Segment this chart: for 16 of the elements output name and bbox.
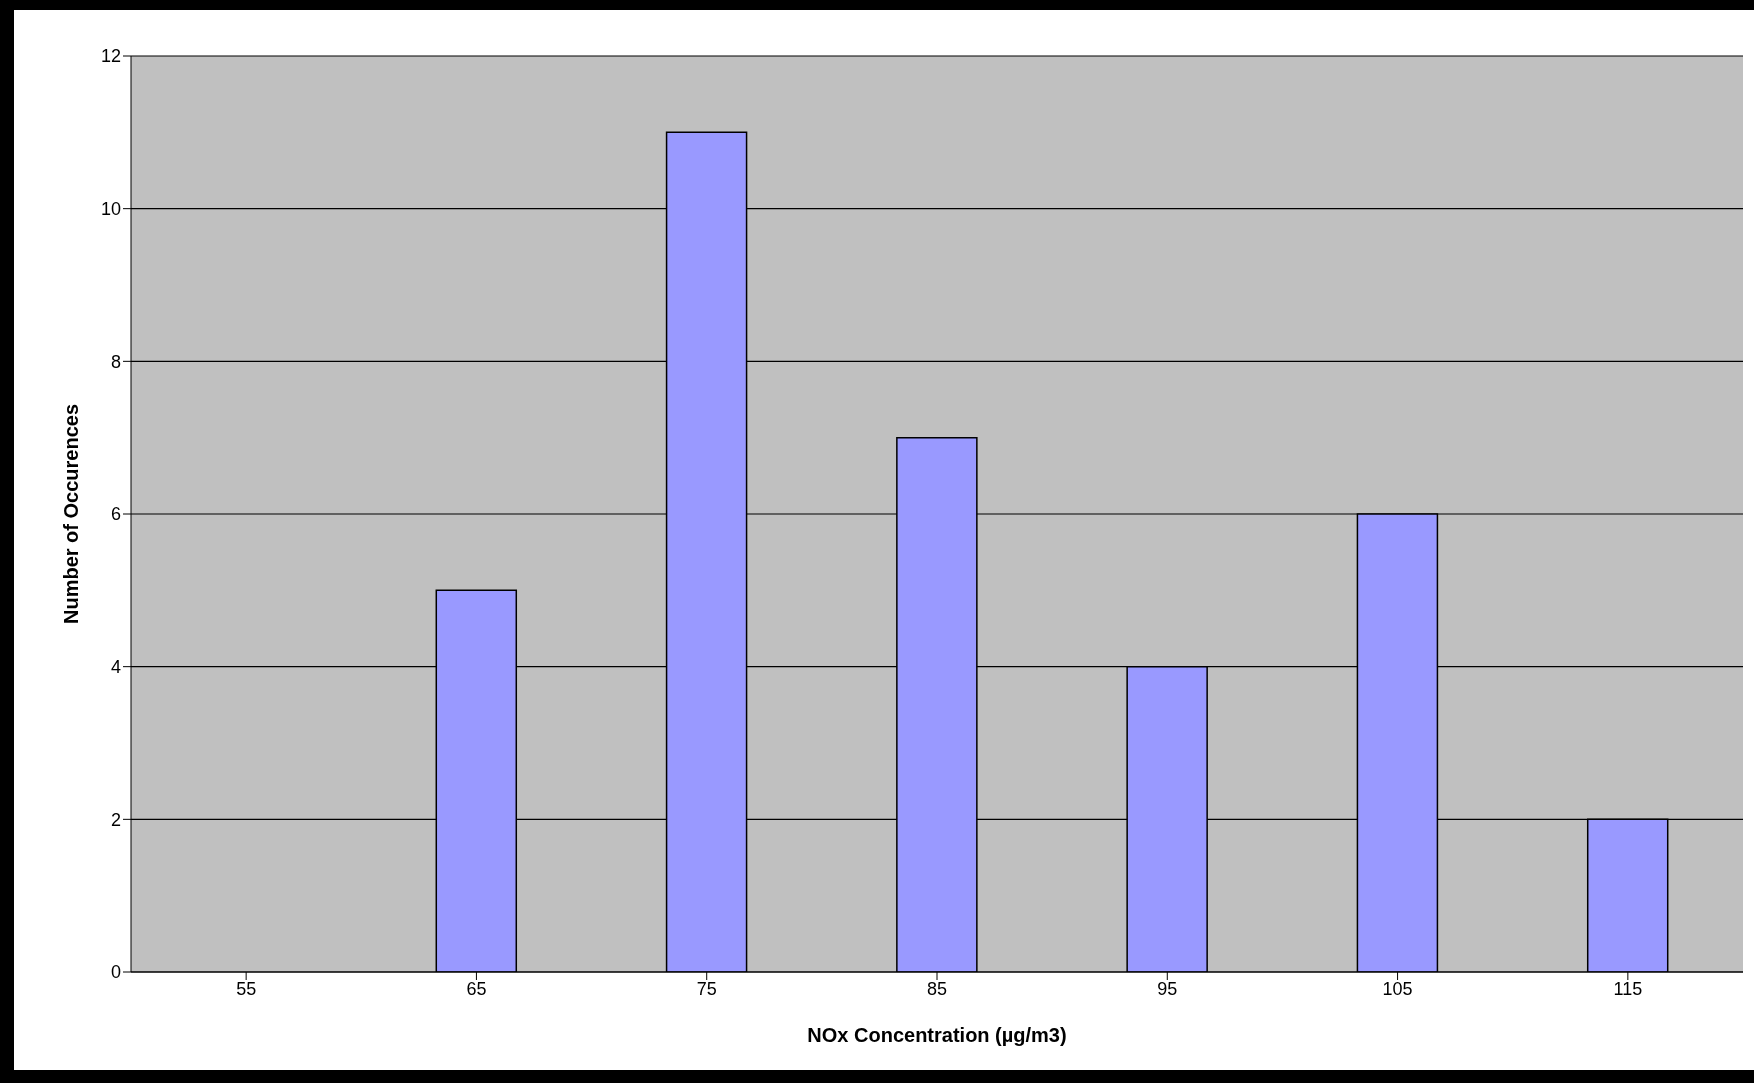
x-tick-label: 85 bbox=[926, 978, 948, 999]
y-tick-label: 8 bbox=[110, 351, 121, 372]
x-tick-label: 65 bbox=[466, 978, 487, 999]
x-tick-label: 75 bbox=[696, 978, 717, 999]
x-tick-label: 95 bbox=[1157, 978, 1178, 999]
y-tick-label: 0 bbox=[110, 962, 121, 983]
y-axis-title: Number of Occurences bbox=[60, 403, 83, 625]
x-tick-label: 105 bbox=[1382, 978, 1413, 999]
y-tick-label: 12 bbox=[100, 46, 121, 67]
y-tick-label: 10 bbox=[100, 199, 121, 220]
y-tick-label: 6 bbox=[110, 504, 121, 525]
x-tick-label: 115 bbox=[1613, 978, 1643, 999]
y-tick-label: 2 bbox=[110, 809, 121, 830]
x-axis-title: NOx Concentration (µg/m3) bbox=[807, 1024, 1067, 1046]
x-tick-label: 55 bbox=[236, 978, 257, 999]
y-tick-label: 4 bbox=[110, 657, 121, 678]
